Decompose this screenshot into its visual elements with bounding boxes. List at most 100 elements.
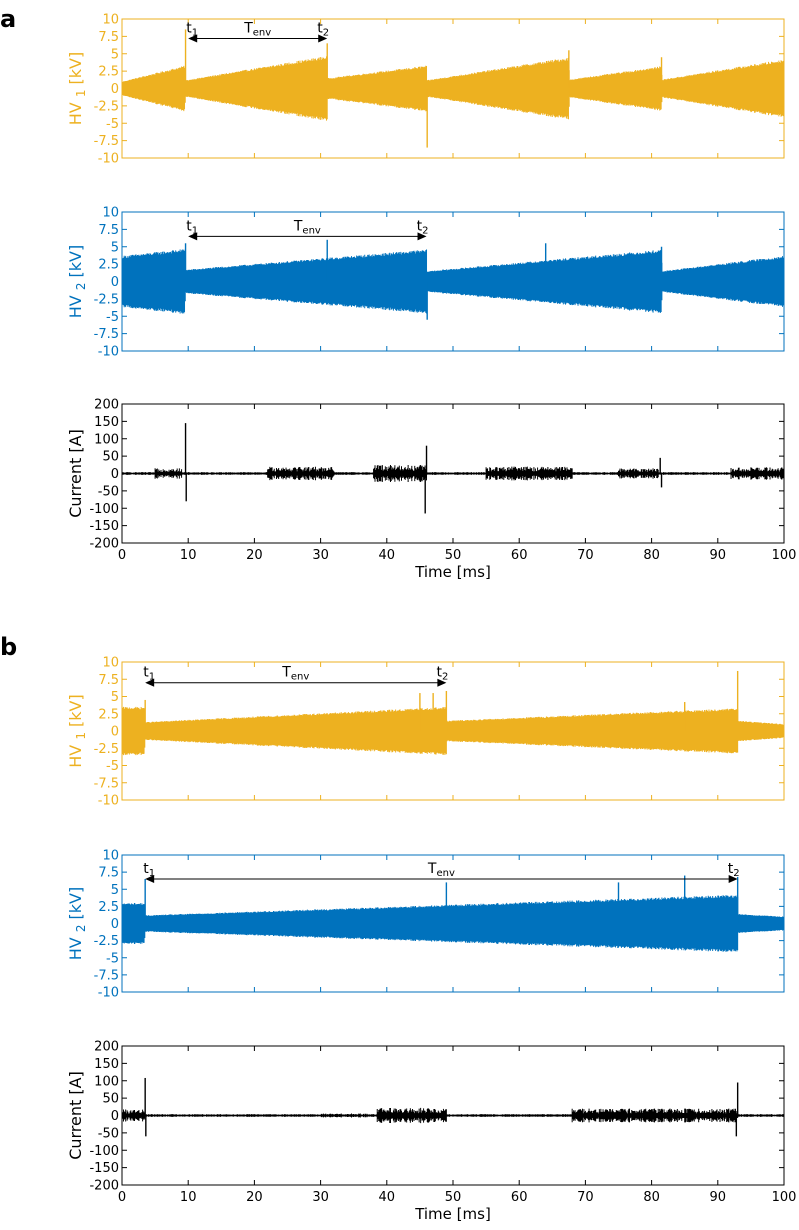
y-tick-label: 0 (111, 725, 119, 740)
x-tick-label: 80 (643, 548, 660, 563)
tenv-arrowhead-left (145, 874, 155, 883)
y-axis-label: HV 2 [kV] (66, 245, 88, 318)
y-tick-label: 50 (102, 450, 119, 465)
x-tick-label: 80 (643, 1190, 660, 1205)
y-axis-label: HV 1 [kV] (66, 52, 88, 125)
y-tick-label: -7.5 (94, 327, 119, 342)
x-tick-label: 60 (511, 1190, 528, 1205)
x-tick-label: 40 (379, 548, 396, 563)
signal-waveform (121, 1107, 785, 1124)
y-tick-label: 2.5 (98, 900, 119, 915)
x-tick-label: 20 (246, 1190, 263, 1205)
y-tick-label: -10 (98, 986, 119, 1001)
x-tick-label: 20 (246, 548, 263, 563)
y-tick-label: 5 (111, 690, 119, 705)
chart-b-2: 10 7.5 5 2.5 0 -2.5 -5 -7.5 -10 HV 2 [kV] t1 t2 Tenv (66, 849, 785, 1001)
x-tick-label: 30 (312, 1190, 329, 1205)
y-tick-label: 100 (94, 432, 119, 447)
x-tick-label: 100 (772, 1190, 797, 1205)
y-tick-label: 200 (94, 398, 119, 413)
tenv-label: Tenv (281, 665, 309, 683)
plots-layer: 10 7.5 5 2.5 0 -2.5 -5 -7.5 -10 HV 1 [kV] t1 t2 Tenv… (66, 13, 796, 1224)
y-tick-label: 2.5 (98, 707, 119, 722)
tenv-arrowhead-right (728, 874, 738, 883)
tenv-label: Tenv (427, 861, 455, 879)
y-tick-label: -200 (89, 537, 119, 552)
x-tick-label: 10 (180, 548, 197, 563)
y-tick-label: 10 (102, 849, 119, 864)
t2-label: t2 (417, 218, 429, 236)
tenv-arrowhead-left (188, 34, 198, 43)
x-tick-label: 90 (710, 1190, 727, 1205)
y-tick-label: 10 (102, 206, 119, 221)
y-tick-label: 0 (111, 275, 119, 290)
signal-waveform (121, 56, 785, 121)
x-tick-label: 50 (445, 1190, 462, 1205)
y-tick-label: 2.5 (98, 65, 119, 80)
signal-waveform (121, 249, 785, 314)
y-tick-label: 10 (102, 656, 119, 671)
y-tick-label: -100 (89, 502, 119, 517)
x-tick-label: 70 (577, 1190, 594, 1205)
y-tick-label: -2.5 (94, 742, 119, 757)
x-axis-label: Time [ms] (414, 563, 491, 581)
y-tick-label: 5 (111, 47, 119, 62)
y-tick-label: 7.5 (98, 223, 119, 238)
y-tick-label: 0 (111, 82, 119, 97)
tenv-arrowhead-left (188, 232, 198, 241)
tenv-arrowhead-right (437, 678, 447, 687)
t1-label: t1 (143, 861, 155, 879)
t1-label: t1 (186, 20, 198, 38)
y-tick-label: -10 (98, 345, 119, 360)
x-tick-label: 10 (180, 1190, 197, 1205)
tenv-arrowhead-right (417, 232, 427, 241)
y-tick-label: -50 (98, 484, 119, 499)
x-tick-label: 40 (379, 1190, 396, 1205)
x-tick-label: 90 (710, 548, 727, 563)
y-tick-label: 5 (111, 883, 119, 898)
y-tick-label: -2.5 (94, 99, 119, 114)
y-tick-label: 0 (111, 917, 119, 932)
panel-letter-a: a (0, 5, 16, 33)
x-tick-label: 50 (445, 548, 462, 563)
y-tick-label: 7.5 (98, 30, 119, 45)
y-tick-label: 50 (102, 1092, 119, 1107)
y-tick-label: -2.5 (94, 934, 119, 949)
y-tick-label: 5 (111, 240, 119, 255)
y-axis-label: HV 1 [kV] (66, 694, 88, 767)
y-tick-label: -5 (106, 951, 119, 966)
y-axis-label: Current [A] (66, 429, 85, 518)
x-tick-label: 30 (312, 548, 329, 563)
y-tick-label: 7.5 (98, 673, 119, 688)
signal-waveform (121, 464, 785, 483)
y-tick-label: -5 (106, 117, 119, 132)
y-tick-label: -7.5 (94, 776, 119, 791)
x-tick-label: 70 (577, 548, 594, 563)
x-tick-label: 0 (118, 1190, 126, 1205)
t2-label: t2 (728, 861, 740, 879)
chart-a-2: 10 7.5 5 2.5 0 -2.5 -5 -7.5 -10 HV 2 [kV] t1 t2 Tenv (66, 206, 785, 360)
tenv-arrowhead-left (145, 678, 155, 687)
chart-a-1: 10 7.5 5 2.5 0 -2.5 -5 -7.5 -10 HV 1 [kV] t1 t2 Tenv (66, 13, 785, 167)
y-tick-label: -200 (89, 1179, 119, 1194)
t1-label: t1 (143, 665, 155, 683)
y-tick-label: -10 (98, 152, 119, 167)
y-tick-label: 150 (94, 415, 119, 430)
y-tick-label: -150 (89, 1161, 119, 1176)
y-tick-label: -5 (106, 759, 119, 774)
y-tick-label: 2.5 (98, 258, 119, 273)
x-tick-label: 0 (118, 548, 126, 563)
y-axis-label: Current [A] (66, 1071, 85, 1160)
tenv-label: Tenv (243, 20, 271, 38)
x-axis-label: Time [ms] (414, 1205, 491, 1223)
chart-b-1: 10 7.5 5 2.5 0 -2.5 -5 -7.5 -10 HV 1 [kV] t1 t2 Tenv (66, 656, 785, 809)
panel-letter-b: b (0, 633, 17, 661)
y-tick-label: 0 (111, 1109, 119, 1124)
y-tick-label: -50 (98, 1126, 119, 1141)
y-tick-label: -100 (89, 1144, 119, 1159)
y-tick-label: 7.5 (98, 866, 119, 881)
t2-label: t2 (317, 20, 329, 38)
